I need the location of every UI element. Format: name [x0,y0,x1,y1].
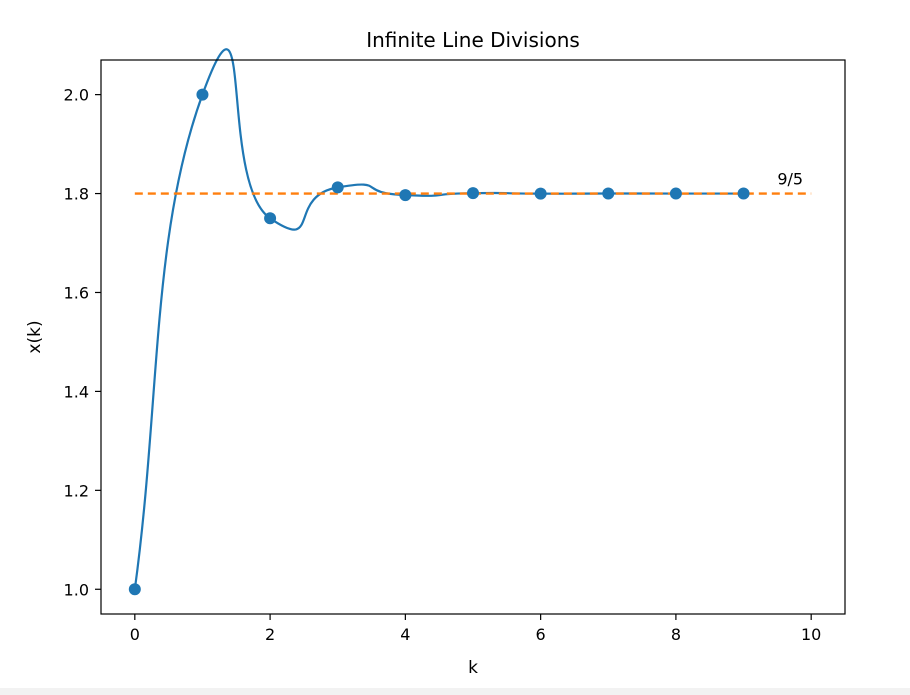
axes-frame [100,59,846,615]
x-tick-label-3: 6 [536,625,546,644]
y-tick-label-2: 1.4 [64,382,89,401]
x-tick-label-4: 8 [671,625,681,644]
chart-title: Infinite Line Divisions [366,28,580,52]
plot-area [128,48,812,596]
data-point-3 [331,181,344,194]
data-point-0 [128,583,141,596]
y-tick-label-4: 1.8 [64,185,89,204]
y-axis-label: x(k) [25,320,45,353]
y-tick-label-0: 1.0 [64,580,89,599]
y-tick-label-3: 1.6 [64,283,89,302]
x-tick-label-2: 4 [400,625,410,644]
data-point-1 [196,88,209,101]
x-tick-label-1: 2 [265,625,275,644]
window-bottom-strip [0,688,910,695]
data-point-6 [534,187,547,200]
data-point-8 [669,187,682,200]
annotations: 9/5 [777,170,803,189]
data-point-9 [737,187,750,200]
x-axis-ticks: 0 2 4 6 8 10 [130,614,821,644]
y-axis-ticks: 1.0 1.2 1.4 1.6 1.8 2.0 [64,86,101,599]
x-tick-label-0: 0 [130,625,140,644]
data-point-2 [264,212,277,225]
y-tick-label-5: 2.0 [64,86,89,105]
data-point-4 [399,189,412,202]
x-axis-label: k [468,658,478,678]
y-tick-label-1: 1.2 [64,481,89,500]
annotation-label-0: 9/5 [777,170,803,189]
data-point-5 [467,187,479,200]
x-tick-label-5: 10 [801,625,821,644]
data-point-7 [602,187,615,200]
